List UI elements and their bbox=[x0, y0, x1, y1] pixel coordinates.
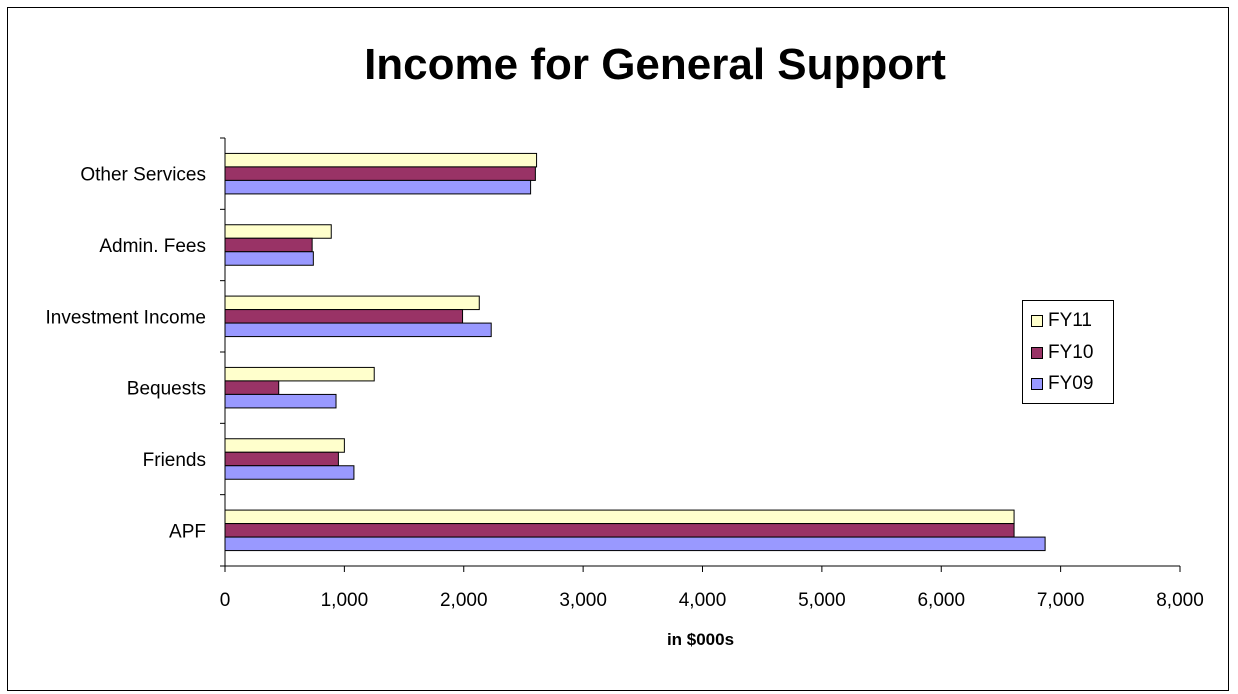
legend-label-fy09: FY09 bbox=[1048, 373, 1094, 394]
x-tick-label: 1,000 bbox=[321, 590, 369, 611]
bar-fy10-bequests bbox=[224, 380, 280, 395]
bar-fy11-investment-income bbox=[224, 295, 480, 311]
x-tick-label: 6,000 bbox=[917, 590, 965, 611]
bar-fy10-friends bbox=[224, 451, 339, 467]
chart-title: Income for General Support bbox=[364, 40, 946, 89]
legend-label-fy10: FY10 bbox=[1048, 342, 1094, 363]
x-tick-label: 7,000 bbox=[1037, 590, 1085, 611]
legend: FY11 FY10 FY09 bbox=[1022, 300, 1114, 404]
x-tick-label: 4,000 bbox=[679, 590, 727, 611]
legend-swatch-fy11 bbox=[1031, 315, 1043, 327]
legend-label-fy11: FY11 bbox=[1048, 310, 1093, 331]
bar-fy10-apf bbox=[224, 523, 1015, 538]
bar-fy10-investment-income bbox=[224, 309, 464, 324]
x-tick-label: 0 bbox=[220, 590, 231, 611]
category-label-other-services: Other Services bbox=[80, 165, 206, 186]
legend-item-fy11: FY11 bbox=[1031, 309, 1092, 333]
category-label-admin-fees: Admin. Fees bbox=[99, 236, 206, 257]
bar-fy10-admin-fees bbox=[224, 237, 313, 253]
legend-swatch-fy09 bbox=[1031, 378, 1043, 390]
x-tick-label: 3,000 bbox=[559, 590, 607, 611]
category-label-friends: Friends bbox=[143, 450, 206, 471]
bar-fy09-investment-income bbox=[224, 322, 492, 338]
category-label-bequests: Bequests bbox=[127, 379, 206, 400]
x-tick-label: 2,000 bbox=[440, 590, 488, 611]
bar-fy11-apf bbox=[224, 509, 1015, 525]
bar-fy11-other-services bbox=[224, 152, 538, 168]
x-axis-title: in $000s bbox=[667, 630, 734, 649]
legend-swatch-fy10 bbox=[1031, 347, 1043, 359]
x-tick-label: 5,000 bbox=[798, 590, 846, 611]
category-label-apf: APF bbox=[169, 521, 206, 542]
bar-fy10-other-services bbox=[224, 166, 536, 181]
bar-fy09-apf bbox=[224, 536, 1046, 552]
legend-item-fy10: FY10 bbox=[1031, 341, 1093, 365]
bar-fy11-friends bbox=[224, 438, 345, 453]
x-tick-label: 8,000 bbox=[1156, 590, 1204, 611]
bar-fy11-bequests bbox=[224, 366, 375, 382]
legend-item-fy09: FY09 bbox=[1031, 372, 1093, 396]
bar-fy09-admin-fees bbox=[224, 251, 314, 266]
bar-fy09-other-services bbox=[224, 179, 532, 195]
bar-fy09-friends bbox=[224, 465, 355, 480]
bar-fy09-bequests bbox=[224, 393, 337, 409]
category-label-investment-income: Investment Income bbox=[45, 307, 206, 328]
bar-fy11-admin-fees bbox=[224, 224, 332, 239]
